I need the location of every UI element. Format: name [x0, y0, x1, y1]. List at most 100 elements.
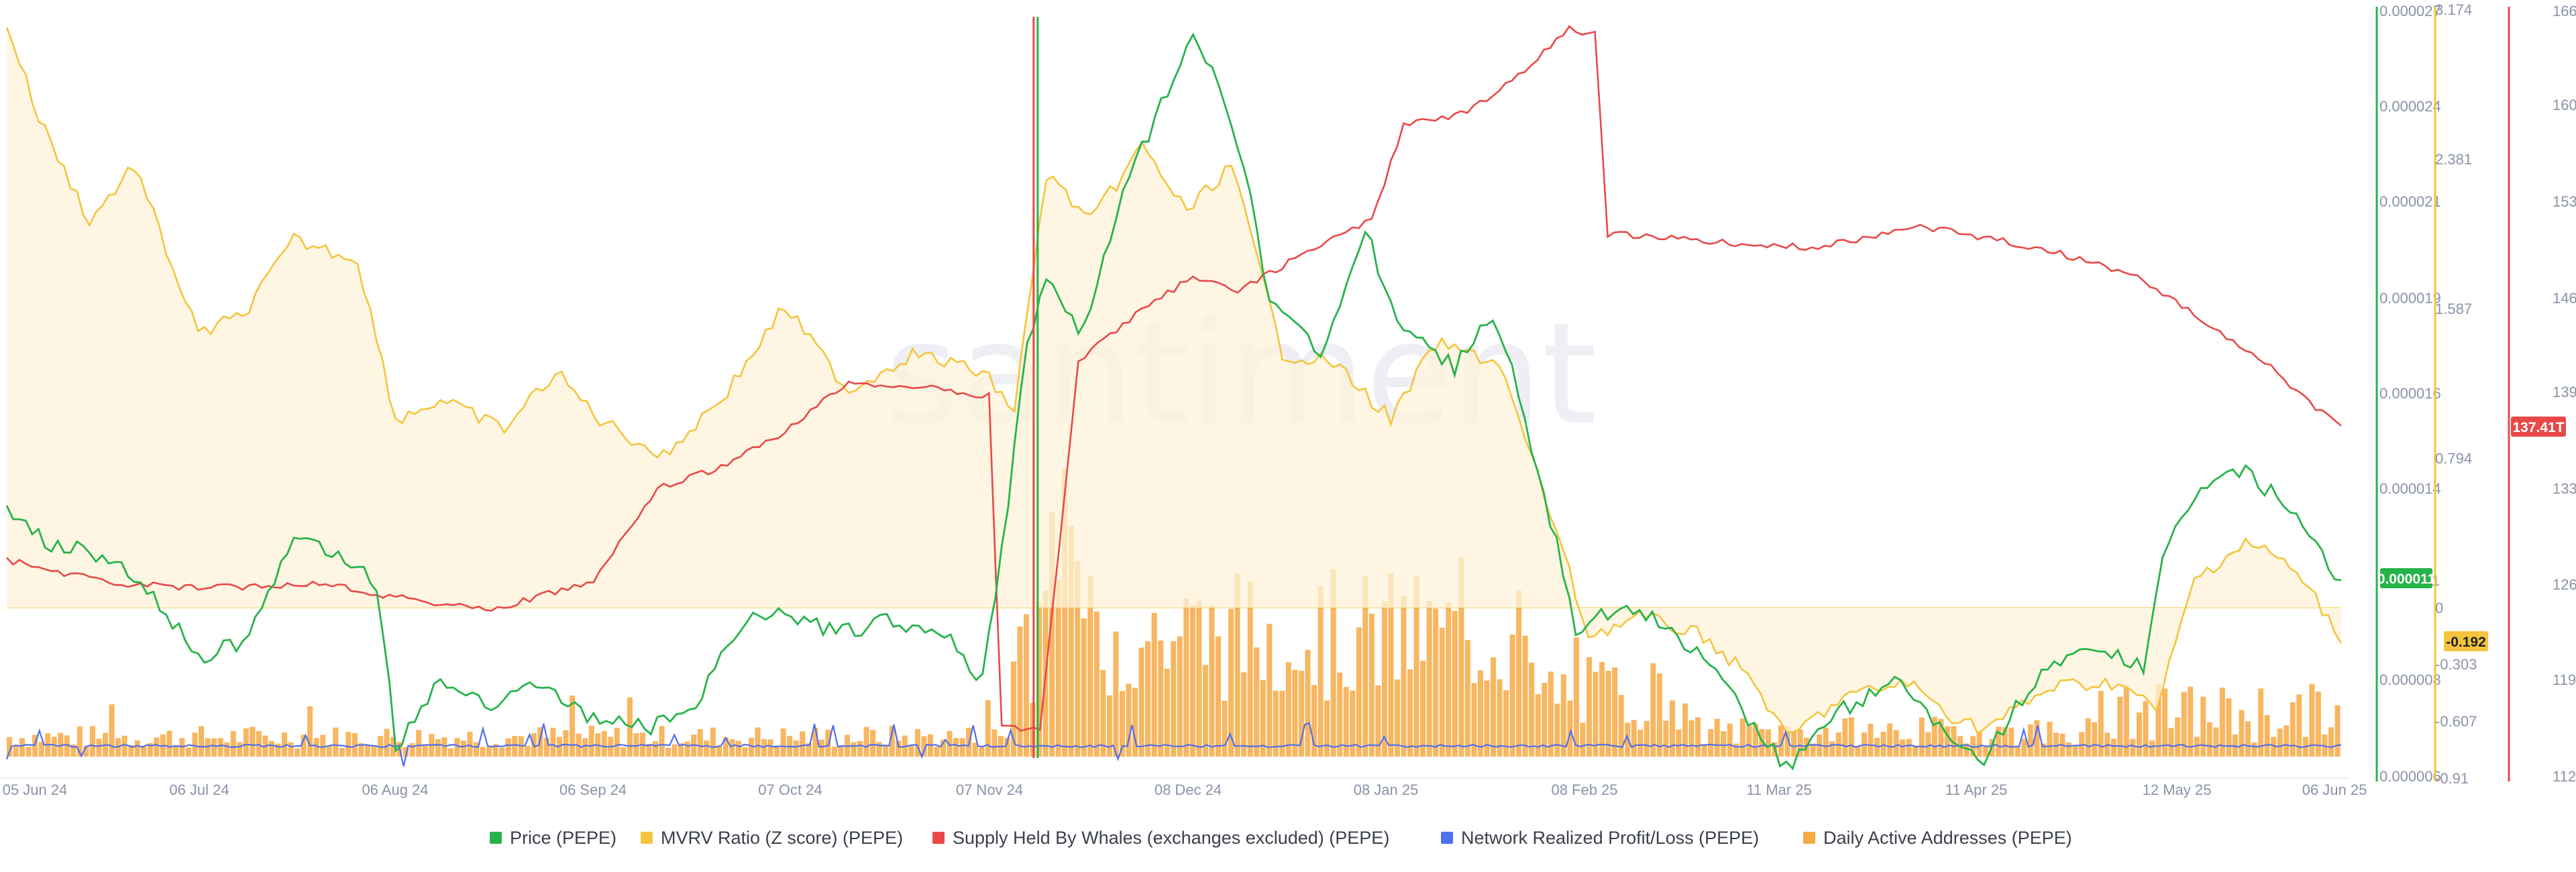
- daily-active-addresses-bar: [2206, 722, 2212, 757]
- daily-active-addresses-bar: [1049, 512, 1055, 757]
- daily-active-addresses-bar: [1676, 729, 1682, 757]
- daily-active-addresses-bar: [1925, 732, 1931, 757]
- daily-active-addresses-bar: [1368, 613, 1375, 757]
- daily-active-addresses-bar: [914, 729, 920, 757]
- daily-active-addresses-bar: [1631, 720, 1637, 757]
- daily-active-addresses-bar: [876, 742, 882, 757]
- daily-active-addresses-bar: [1535, 694, 1541, 757]
- daily-active-addresses-bar: [2092, 722, 2098, 757]
- daily-active-addresses-bar: [301, 734, 307, 757]
- daily-active-addresses-bar: [51, 737, 57, 757]
- daily-active-addresses-bar: [1605, 671, 1611, 757]
- daily-active-addresses-bar: [1490, 657, 1496, 757]
- daily-active-addresses-bar: [1196, 601, 1202, 757]
- daily-active-addresses-bar: [908, 745, 914, 757]
- daily-active-addresses-bar: [1919, 717, 1925, 757]
- daily-active-addresses-bar: [1868, 723, 1874, 757]
- daily-active-addresses-bar: [525, 745, 531, 757]
- daily-active-addresses-bar: [1375, 686, 1381, 757]
- daily-active-addresses-bar: [268, 741, 274, 757]
- daily-active-addresses-bar: [883, 745, 889, 757]
- daily-active-addresses-bar: [1900, 739, 1906, 757]
- daily-active-addresses-bar: [1701, 744, 1707, 757]
- daily-active-addresses-bar: [1996, 726, 2002, 757]
- daily-active-addresses-bar: [896, 741, 902, 757]
- daily-active-addresses-bar: [1215, 636, 1222, 757]
- daily-active-addresses-bar: [953, 738, 959, 757]
- daily-active-addresses-bar: [614, 728, 620, 757]
- legend-swatch: [1803, 832, 1815, 844]
- daily-active-addresses-bar: [1285, 662, 1291, 757]
- daily-active-addresses-bar: [2334, 705, 2341, 757]
- daily-active-addresses-bar: [1669, 700, 1675, 757]
- daily-active-addresses-bar: [1612, 667, 1618, 757]
- daily-active-addresses-bar: [313, 738, 319, 757]
- legend-label[interactable]: MVRV Ratio (Z score) (PEPE): [661, 828, 903, 848]
- legend-label[interactable]: Price (PEPE): [510, 828, 616, 848]
- daily-active-addresses-bar: [1113, 631, 1119, 757]
- daily-active-addresses-bar: [1560, 674, 1566, 757]
- daily-active-addresses-bar: [684, 741, 690, 757]
- daily-active-addresses-bar: [672, 744, 678, 757]
- daily-active-addresses-bar: [2021, 739, 2027, 757]
- x-axis-tick: 11 Mar 25: [1746, 781, 1811, 798]
- legend-swatch: [490, 832, 502, 844]
- daily-active-addresses-bar: [2162, 688, 2168, 757]
- daily-active-addresses-bar: [1976, 730, 1982, 757]
- daily-active-addresses-bar: [2066, 742, 2072, 757]
- price-axis-tick: 0.000008: [2379, 671, 2441, 688]
- daily-active-addresses-bar: [921, 736, 927, 757]
- legend-label[interactable]: Daily Active Addresses (PEPE): [1823, 828, 2072, 848]
- daily-active-addresses-bar: [492, 744, 498, 757]
- price-axis-tick: 0.000019: [2379, 290, 2441, 307]
- daily-active-addresses-bar: [1913, 745, 1919, 757]
- daily-active-addresses-bar: [806, 743, 812, 757]
- legend-label[interactable]: Network Realized Profit/Loss (PEPE): [1461, 828, 1759, 848]
- daily-active-addresses-bar: [1087, 576, 1093, 757]
- daily-active-addresses-bar: [1580, 722, 1586, 757]
- daily-active-addresses-bar: [333, 727, 339, 757]
- daily-active-addresses-bar: [83, 745, 89, 757]
- daily-active-addresses-bar: [1516, 590, 1522, 757]
- daily-active-addresses-bar: [518, 736, 524, 757]
- daily-active-addresses-bar: [505, 738, 511, 757]
- daily-active-addresses-bar: [2271, 737, 2277, 757]
- mvrv-series-line: [5, 27, 2343, 735]
- daily-active-addresses-bar: [1880, 732, 1886, 757]
- daily-active-addresses-bar: [192, 732, 198, 757]
- daily-active-addresses-bar: [742, 747, 748, 757]
- legend-label[interactable]: Supply Held By Whales (exchanges exclude…: [953, 828, 1389, 848]
- daily-active-addresses-bar: [1075, 561, 1081, 757]
- daily-active-addresses-bar: [250, 726, 256, 757]
- daily-active-addresses-bar: [1874, 737, 1880, 757]
- whales-axis-tick: 139.78T: [2553, 384, 2576, 400]
- daily-active-addresses-bar: [2130, 739, 2136, 757]
- daily-active-addresses-bar: [1081, 618, 1087, 757]
- daily-active-addresses-bar: [121, 735, 127, 757]
- daily-active-addresses-bar: [256, 730, 262, 757]
- daily-active-addresses-bar: [154, 737, 160, 757]
- daily-active-addresses-bar: [2027, 724, 2033, 757]
- daily-active-addresses-bar: [550, 727, 556, 757]
- mvrv-current-tag-bg: [2444, 631, 2488, 651]
- daily-active-addresses-bar: [1663, 720, 1669, 757]
- daily-active-addresses-bar: [2200, 696, 2206, 757]
- mvrv-axis-tick: -0.91: [2435, 770, 2469, 787]
- daily-active-addresses-bar: [134, 740, 140, 757]
- whales-axis-tick: 153.26T: [2553, 193, 2576, 210]
- daily-active-addresses-bar: [1688, 720, 1695, 757]
- daily-active-addresses-bar: [2194, 737, 2200, 757]
- daily-active-addresses-bar: [1241, 672, 1247, 757]
- daily-active-addresses-bar: [601, 730, 607, 757]
- daily-active-addresses-bar: [831, 746, 837, 757]
- mvrv-axis-tick: 0.794: [2435, 450, 2472, 467]
- daily-active-addresses-bar: [1759, 728, 1765, 757]
- daily-active-addresses-bar: [729, 739, 735, 757]
- daily-active-addresses-bar: [1791, 731, 1797, 757]
- daily-active-addresses-bar: [659, 726, 665, 757]
- daily-active-addresses-bar: [2047, 721, 2053, 757]
- mvrv-axis-tick: 1.587: [2435, 301, 2472, 317]
- daily-active-addresses-bar: [543, 737, 549, 757]
- price-current-tag-bg: [2380, 568, 2432, 588]
- daily-active-addresses-bar: [339, 748, 345, 757]
